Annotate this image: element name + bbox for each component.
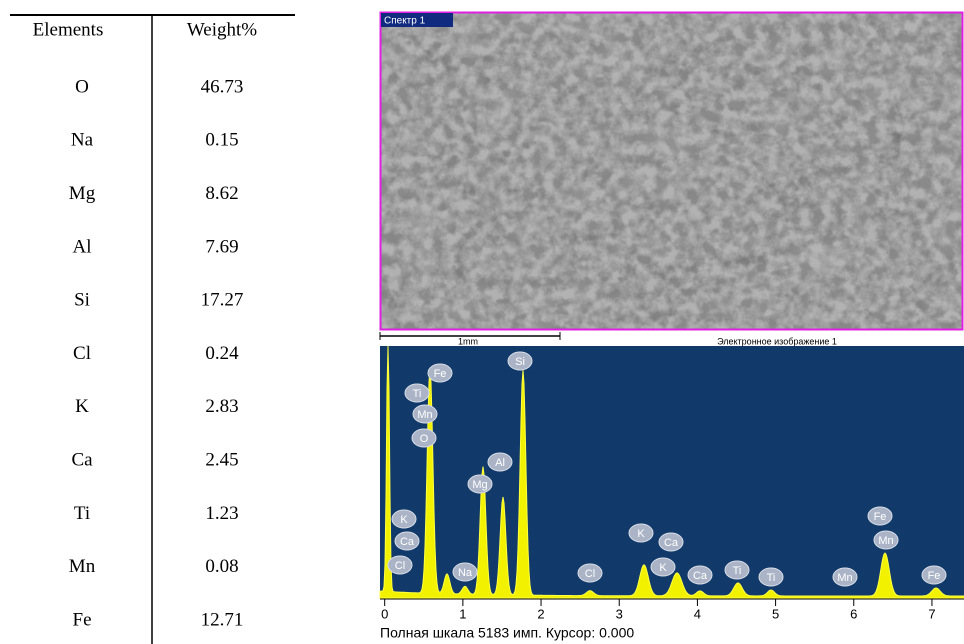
weight-cell: 7.69 xyxy=(205,236,238,257)
element-cell: Ti xyxy=(74,503,90,524)
element-cell: Na xyxy=(71,130,94,151)
peak-label: Na xyxy=(458,567,473,579)
x-axis-ticks: 0 1 2 3 4 5 6 7 xyxy=(381,599,935,621)
element-cell: O xyxy=(75,76,89,97)
weight-cell: 8.62 xyxy=(205,183,238,204)
peak-label: Mg xyxy=(472,479,487,491)
weight-cell: 1.23 xyxy=(205,503,238,524)
peak-label: Al xyxy=(495,457,505,469)
x-tick-label: 2 xyxy=(537,606,544,621)
element-cell: Al xyxy=(73,236,92,257)
figure: Elements Weight% O 46.73 Na 0.15 Mg 8.62 Al 7.69 S… xyxy=(0,0,964,644)
peak-label: Si xyxy=(515,356,525,368)
peak-label: Ti xyxy=(767,572,776,584)
element-cell: Fe xyxy=(73,609,92,630)
element-cell: Mg xyxy=(69,183,96,204)
x-tick-label: 0 xyxy=(381,606,388,621)
x-tick-label: 6 xyxy=(850,606,857,621)
peak-label: Ti xyxy=(733,565,742,577)
x-tick-label: 4 xyxy=(694,606,701,621)
weight-cell: 0.15 xyxy=(205,130,238,151)
spectrum-footer: Полная шкала 5183 имп. Курсор: 0.000 xyxy=(380,625,634,641)
peak-label: K xyxy=(659,562,667,574)
table-header: Weight% xyxy=(187,19,257,40)
sem-grain xyxy=(380,12,963,330)
peak-label: Fe xyxy=(874,511,887,523)
weight-cell: 0.08 xyxy=(205,556,238,577)
peak-label: Fe xyxy=(928,570,941,582)
x-tick-label: 3 xyxy=(616,606,623,621)
peak-label: Ca xyxy=(693,570,708,582)
weight-cell: 12.71 xyxy=(201,609,244,630)
weight-cell: 46.73 xyxy=(201,76,244,97)
peak-label: O xyxy=(420,433,429,445)
table-header: Elements xyxy=(33,19,104,40)
image-caption: Электронное изображение 1 xyxy=(717,336,837,346)
weight-cell: 2.45 xyxy=(205,449,238,470)
peak-label: K xyxy=(400,514,408,526)
peak-label: Mn xyxy=(878,535,893,547)
weight-cell: 17.27 xyxy=(201,290,244,311)
weight-cell: 2.83 xyxy=(205,396,238,417)
x-tick-label: 7 xyxy=(928,606,935,621)
peak-label: Cl xyxy=(395,560,405,572)
element-cell: Mn xyxy=(69,556,96,577)
peak-label: Fe xyxy=(434,368,447,380)
peak-label: Cl xyxy=(585,568,595,580)
sem-label: Спектр 1 xyxy=(384,16,426,27)
peak-label: Mn xyxy=(417,409,432,421)
element-cell: Ca xyxy=(71,449,93,470)
table: Elements Weight% O 46.73 Na 0.15 Mg 8.62 Al 7.69 S… xyxy=(33,19,258,630)
element-cell: Cl xyxy=(73,343,91,364)
x-tick-label: 5 xyxy=(772,606,779,621)
peak-label: Ca xyxy=(400,536,415,548)
peak-label: K xyxy=(637,528,645,540)
peak-label: Mn xyxy=(837,572,852,584)
element-cell: Si xyxy=(74,290,90,311)
x-tick-label: 1 xyxy=(459,606,466,621)
weight-cell: 0.24 xyxy=(205,343,239,364)
peak-label: Ti xyxy=(413,388,422,400)
scale-bar-label: 1mm xyxy=(458,336,478,346)
peak-label: Ca xyxy=(664,537,679,549)
element-cell: K xyxy=(75,396,89,417)
